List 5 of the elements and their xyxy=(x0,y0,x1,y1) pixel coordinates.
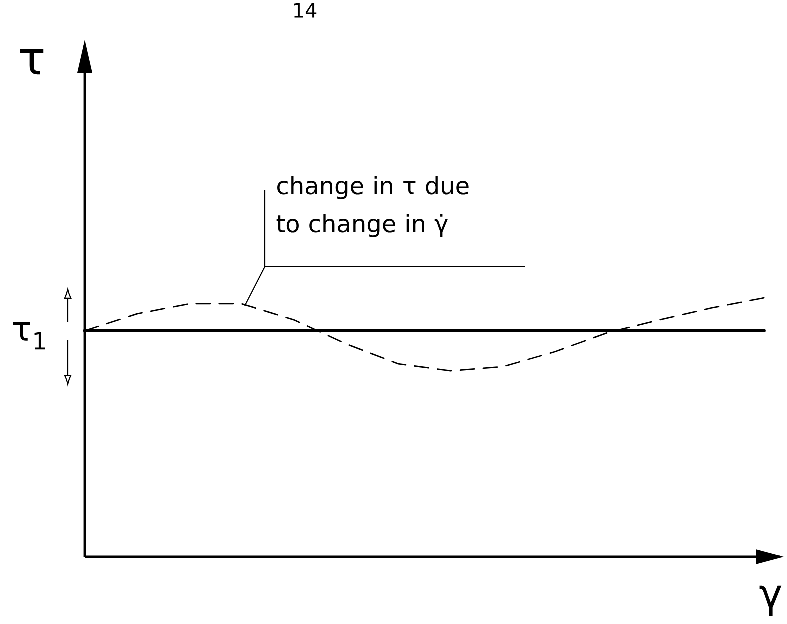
text: change in τ due to change in γ̇ xyxy=(276,176,469,238)
y-axis-title: τ xyxy=(20,49,44,75)
text: τ$_{1}$ xyxy=(13,322,46,350)
text: 14 xyxy=(294,3,317,18)
x-axis-title: γ xyxy=(760,586,782,616)
